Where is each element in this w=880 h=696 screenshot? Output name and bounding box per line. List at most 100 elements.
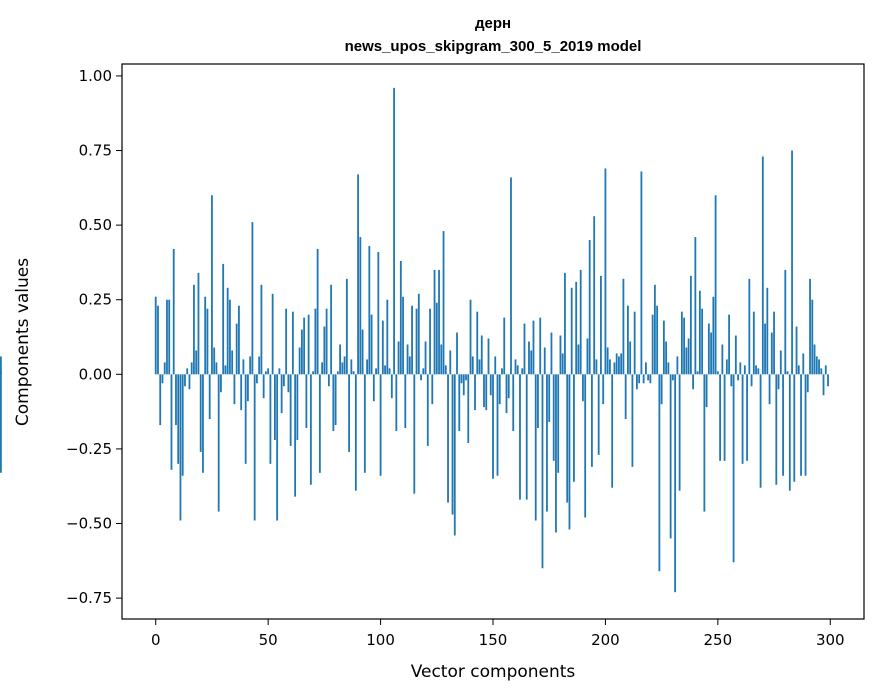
bar-component-292 <box>811 299 814 375</box>
bar-component-226 <box>662 320 665 375</box>
bar-component-154 <box>501 368 503 375</box>
bar-component-129 <box>444 365 447 375</box>
y-axis-ticks: 1.00 0.75 0.50 0.25 0.00 −0.25 −0.50 −0.75 <box>66 67 122 607</box>
bar-component-229 <box>669 374 672 539</box>
bar-component-208 <box>622 278 625 375</box>
bar-component-187 <box>575 281 578 375</box>
bar-component-60 <box>289 374 292 446</box>
bar-component-220 <box>649 374 652 384</box>
bar-component-298 <box>824 365 827 375</box>
bar-component-254 <box>725 359 728 375</box>
bar-component-32 <box>226 287 229 375</box>
bar-component-212 <box>631 374 634 467</box>
bar-component-270 <box>761 156 764 375</box>
bar-component-52 <box>271 293 274 375</box>
bar-component-27 <box>215 362 218 375</box>
bar-component-149 <box>489 374 492 396</box>
bar-component-251 <box>719 374 721 461</box>
bar-component-240 <box>694 237 697 375</box>
bar-component-259 <box>737 374 739 381</box>
bar-component-84 <box>343 356 346 375</box>
bar-component-44 <box>253 374 256 521</box>
bar-component-25 <box>211 195 213 375</box>
bar-component-263 <box>746 374 748 461</box>
bar-component-160 <box>514 359 517 375</box>
bar-component-168 <box>532 320 535 375</box>
bar-component-173 <box>543 347 546 375</box>
bars-group <box>0 87 829 593</box>
bar-component-156 <box>505 374 508 414</box>
x-axis-label: Vector components <box>411 662 576 682</box>
bar-component-256 <box>730 374 733 387</box>
bar-component-210 <box>627 305 629 375</box>
bar-component-211 <box>629 341 632 375</box>
bar-component-244 <box>703 374 706 512</box>
bar-component-264 <box>748 278 751 375</box>
bar-component-175 <box>548 374 551 423</box>
bar-component-95 <box>368 246 371 375</box>
bar-component-121 <box>426 374 429 446</box>
bar-component-290 <box>806 374 809 393</box>
bar-component-250 <box>716 371 719 375</box>
bar-component-232 <box>676 356 679 375</box>
bar-component-191 <box>584 374 587 518</box>
bar-component-284 <box>793 374 796 482</box>
bar-component-115 <box>413 374 416 494</box>
bar-component-227 <box>665 341 668 375</box>
bar-component-138 <box>465 374 467 381</box>
bar-component-83 <box>341 362 344 375</box>
bar-component-112 <box>406 344 409 375</box>
bar-component-24 <box>208 374 211 420</box>
bar-component-119 <box>422 368 425 375</box>
bar-component-174 <box>546 374 548 512</box>
bar-component-107 <box>395 374 398 432</box>
bar-component-11 <box>179 374 182 521</box>
bar-component-267 <box>755 365 757 375</box>
bar-component-57 <box>282 374 285 387</box>
bar-component-50 <box>267 368 270 375</box>
bar-component-77 <box>327 374 330 387</box>
bar-component-152 <box>496 374 499 476</box>
bar-component-223 <box>656 305 659 375</box>
bar-component-67 <box>305 374 308 429</box>
bar-component-255 <box>728 314 730 375</box>
bar-component-135 <box>458 374 461 432</box>
bar-component-120 <box>424 341 427 375</box>
bar-component-146 <box>483 374 485 408</box>
chart-title-line-2: news_upos_skipgram_300_5_2019 model <box>345 38 642 55</box>
bar-component-188 <box>577 344 580 375</box>
bar-component-34 <box>231 350 234 375</box>
bar-component-231 <box>674 374 677 593</box>
bar-component-151 <box>494 356 497 375</box>
bar-component-80 <box>334 374 337 426</box>
bar-component-18 <box>195 350 198 375</box>
bar-component-62 <box>294 374 297 497</box>
bar-component-109 <box>399 260 402 375</box>
bar-component-252 <box>721 344 724 375</box>
bar-component-148 <box>487 338 490 375</box>
x-tick-label: 250 <box>704 631 733 649</box>
bar-component-131 <box>449 350 452 375</box>
bar-component-235 <box>683 317 686 375</box>
bar-component-2 <box>159 374 162 426</box>
bar-component-246 <box>707 323 710 375</box>
bar-component-1 <box>157 305 159 375</box>
bar-component-295 <box>818 359 820 375</box>
bar-component-218 <box>645 362 647 375</box>
bar-component-288 <box>802 353 805 375</box>
bar-component-195 <box>593 216 596 375</box>
x-tick-label: 300 <box>816 631 845 649</box>
bar-component-265 <box>750 374 753 387</box>
bar-component-165 <box>525 374 528 500</box>
bar-component-185 <box>570 287 573 375</box>
bar-component-undefined <box>0 356 2 375</box>
bar-component-193 <box>588 240 591 375</box>
bar-component-293 <box>813 344 816 375</box>
bar-component-189 <box>579 269 582 375</box>
bar-component-233 <box>678 374 681 491</box>
bar-component-194 <box>591 374 593 467</box>
bar-component-169 <box>534 374 537 521</box>
bar-component-249 <box>714 195 717 375</box>
bar-component-3 <box>161 374 164 384</box>
bar-component-99 <box>377 251 380 375</box>
